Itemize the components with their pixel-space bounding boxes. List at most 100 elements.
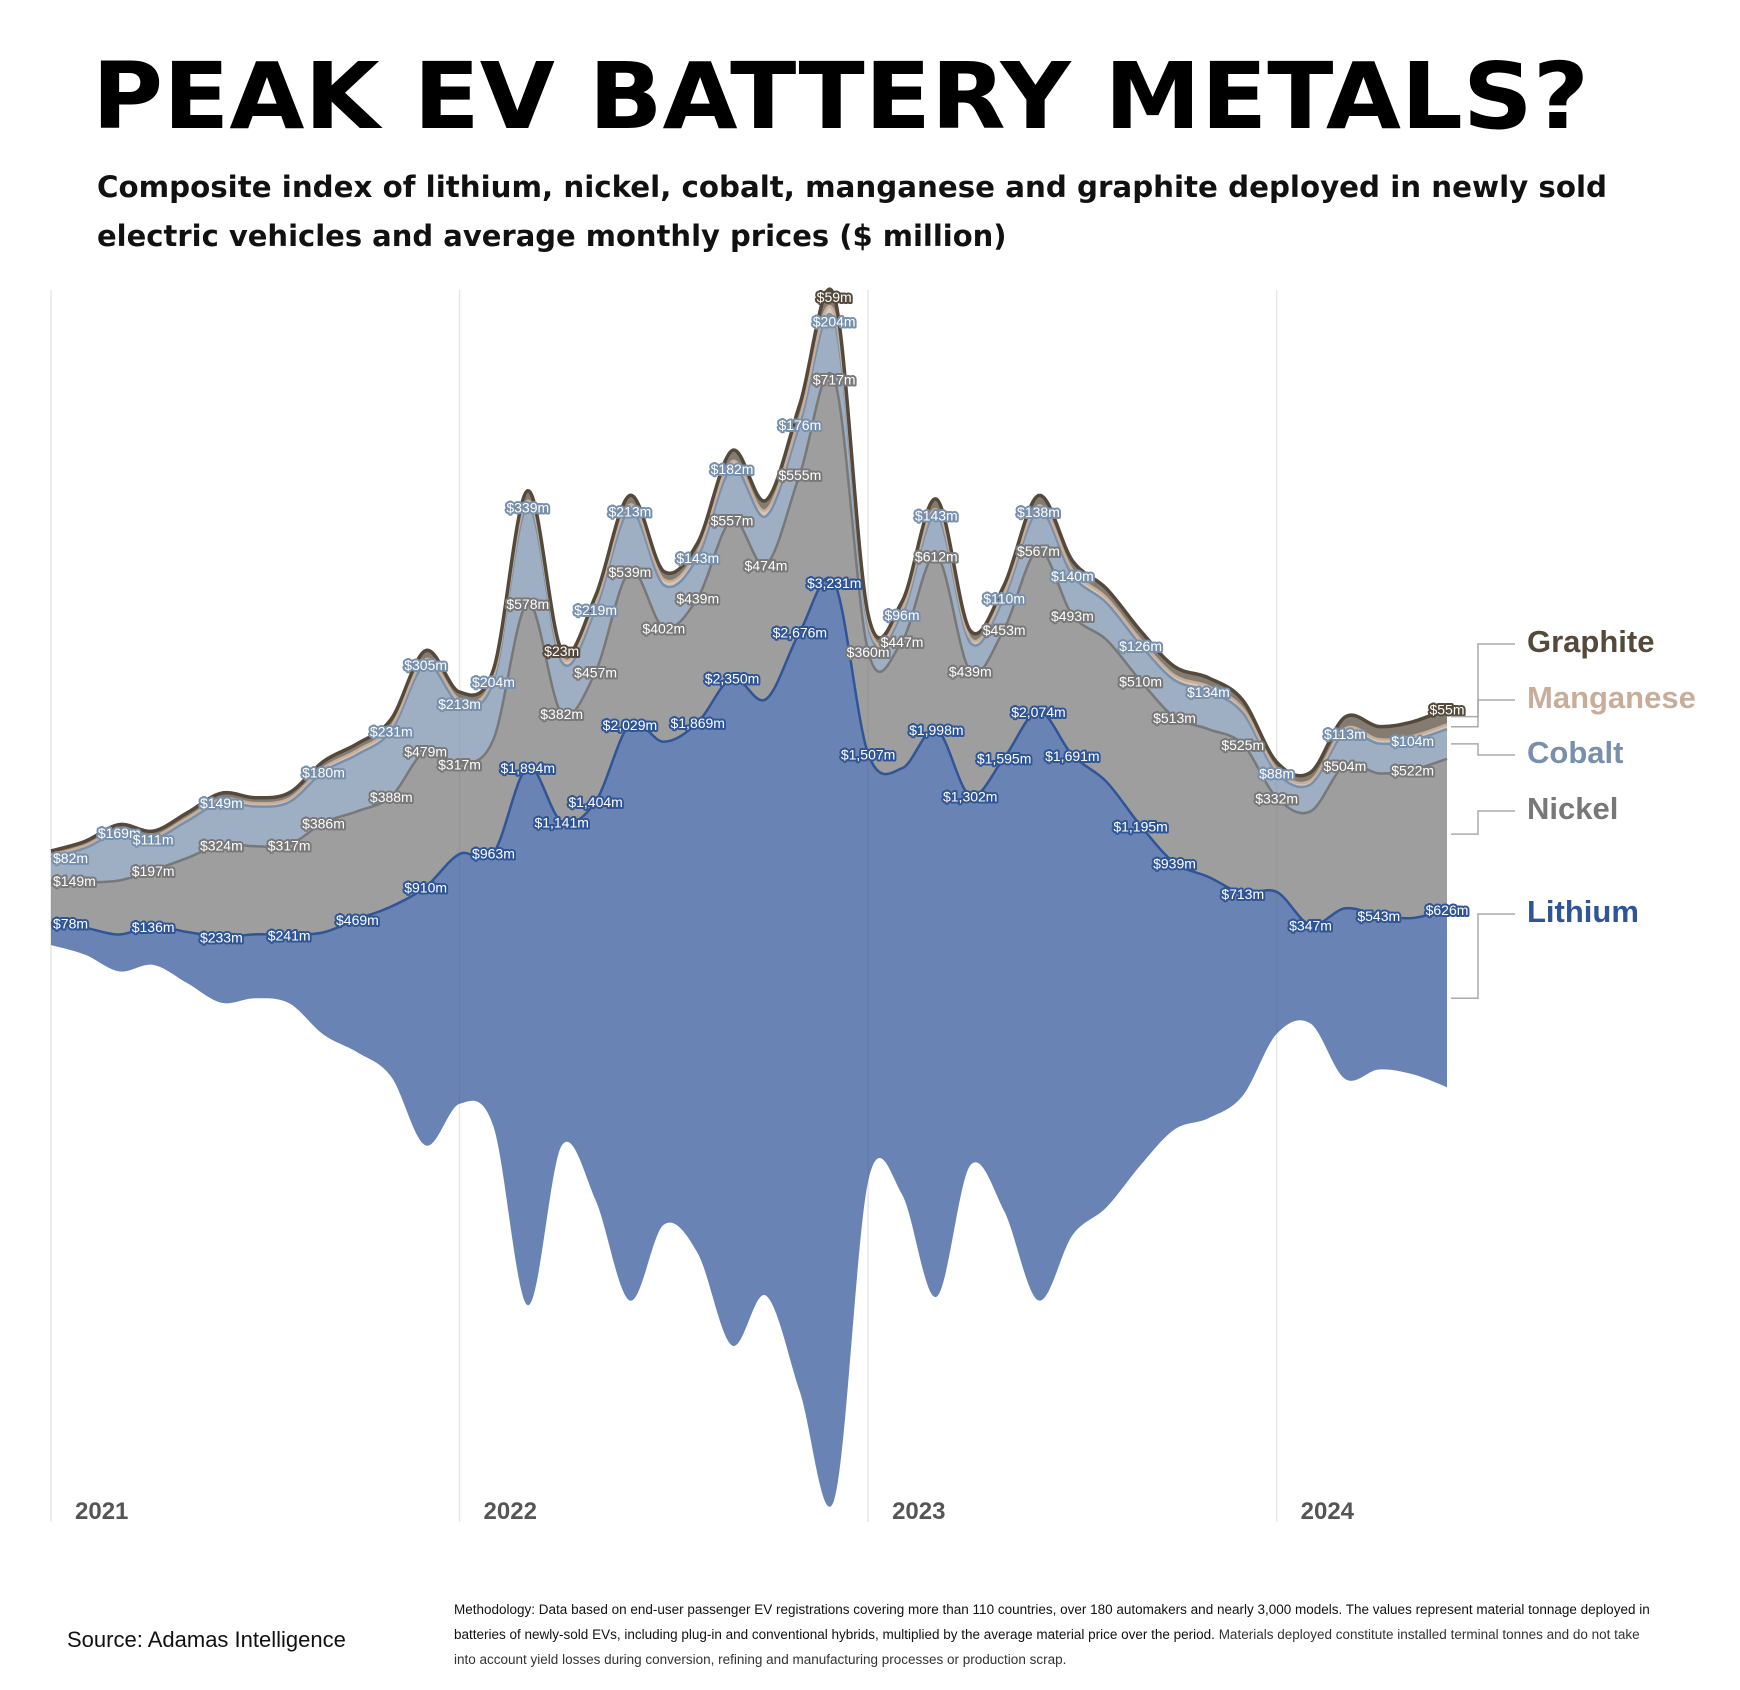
value-label: $1,302m (943, 788, 997, 804)
value-label: $513m (1153, 710, 1196, 726)
subtitle: electric vehicles and average monthly pr… (97, 219, 1007, 253)
legend-label: Nickel (1527, 791, 1618, 826)
value-label: $140m (1051, 568, 1094, 584)
value-label: $382m (540, 706, 583, 722)
value-label: $169m (98, 825, 141, 841)
legend-label: Cobalt (1527, 735, 1623, 770)
value-label: $1,595m (977, 751, 1031, 767)
value-label: $88m (1259, 765, 1294, 781)
value-label: $317m (438, 757, 481, 773)
value-label: $149m (53, 873, 96, 889)
value-label: $388m (370, 789, 413, 805)
x-tick-label: 2023 (892, 1498, 945, 1525)
value-label: $1,141m (534, 814, 588, 830)
value-label: $2,029m (603, 717, 657, 733)
value-labels: $78m $136m $233m $241m $469m $910m $963m $1,894… (51, 287, 1470, 948)
value-label: $504m (1323, 758, 1366, 774)
value-label: $543m (1357, 908, 1400, 924)
layer-edge (50, 304, 1448, 857)
value-label: $143m (676, 550, 719, 566)
value-label: $910m (404, 880, 447, 896)
value-label: $55m (1429, 702, 1464, 718)
value-label: $111m (133, 831, 174, 847)
value-label: $457m (574, 664, 617, 680)
value-label: $134m (1187, 684, 1230, 700)
value-label: $180m (302, 764, 345, 780)
value-label: $1,507m (841, 746, 895, 762)
value-label: $204m (813, 313, 856, 329)
value-label: $522m (1391, 762, 1434, 778)
value-label: $347m (1289, 918, 1332, 934)
value-label: $479m (404, 744, 447, 760)
value-label: $2,074m (1011, 704, 1065, 720)
value-label: $149m (200, 795, 243, 811)
layer (51, 577, 1447, 1507)
subtitle: Composite index of lithium, nickel, coba… (97, 170, 1607, 204)
x-tick-label: 2021 (75, 1498, 128, 1525)
value-label: $555m (778, 467, 821, 483)
value-label: $136m (132, 919, 175, 935)
value-label: $241m (268, 927, 311, 943)
value-label: $332m (1255, 790, 1298, 806)
value-label: $939m (1153, 855, 1196, 871)
value-label: $386m (302, 815, 345, 831)
layer (51, 314, 1447, 883)
layer-edge (50, 576, 1448, 938)
value-label: $717m (813, 371, 856, 387)
value-label: $2,350m (705, 671, 759, 687)
layer-edge (50, 287, 1448, 853)
layers (51, 289, 1447, 1507)
layer (51, 373, 1447, 937)
value-label: $469m (336, 912, 379, 928)
value-label: $453m (983, 622, 1026, 638)
value-label: $493m (1051, 608, 1094, 624)
legend-connector (1451, 643, 1515, 718)
value-label: $213m (609, 503, 652, 519)
value-label: $713m (1221, 886, 1264, 902)
value-label: $204m (472, 674, 515, 690)
layer-edge (50, 371, 1448, 884)
value-label: $305m (404, 657, 447, 673)
value-label: $557m (711, 513, 754, 529)
value-label: $439m (676, 591, 719, 607)
legend-label: Manganese (1527, 680, 1696, 715)
value-label: $963m (472, 846, 515, 862)
methodology-note: Materials deployed constitute installed … (454, 1627, 1640, 1667)
layer-edge (50, 312, 1448, 859)
value-label: $1,404m (568, 794, 622, 810)
value-label: $447m (881, 634, 924, 650)
value-label: $317m (268, 837, 311, 853)
value-label: $339m (506, 500, 549, 516)
value-label: $197m (132, 863, 175, 879)
value-label: $23m (544, 643, 579, 659)
value-label: $143m (915, 508, 958, 524)
value-label: $578m (506, 596, 549, 612)
value-label: $2,676m (773, 624, 827, 640)
value-label: $113m (1324, 726, 1366, 742)
value-label: $213m (438, 696, 481, 712)
value-label: $324m (200, 837, 243, 853)
value-label: $1,894m (501, 760, 555, 776)
value-label: $110m (983, 591, 1025, 607)
value-label: $104m (1391, 733, 1434, 749)
value-label: $219m (574, 602, 617, 618)
legend-connector (1451, 913, 1515, 1000)
value-label: $82m (53, 850, 88, 866)
value-label: $525m (1221, 737, 1264, 753)
value-label: $1,691m (1045, 748, 1099, 764)
chart-title: PEAK EV BATTERY METALS? (92, 43, 1589, 150)
value-label: $1,869m (670, 715, 724, 731)
value-label: $439m (949, 664, 992, 680)
value-label: $126m (1119, 638, 1162, 654)
value-label: $539m (609, 564, 652, 580)
source: Source: Adamas Intelligence (67, 1627, 346, 1652)
legend-label: Graphite (1527, 624, 1654, 659)
value-label: $176m (778, 417, 821, 433)
value-label: $1,195m (1113, 818, 1167, 834)
value-label: $138m (1017, 504, 1060, 520)
methodology: Methodology: Data based on end-user pass… (454, 1597, 1654, 1672)
legend-connector (1451, 810, 1515, 835)
legend-label: Lithium (1527, 894, 1639, 929)
value-label: $626m (1426, 902, 1469, 918)
